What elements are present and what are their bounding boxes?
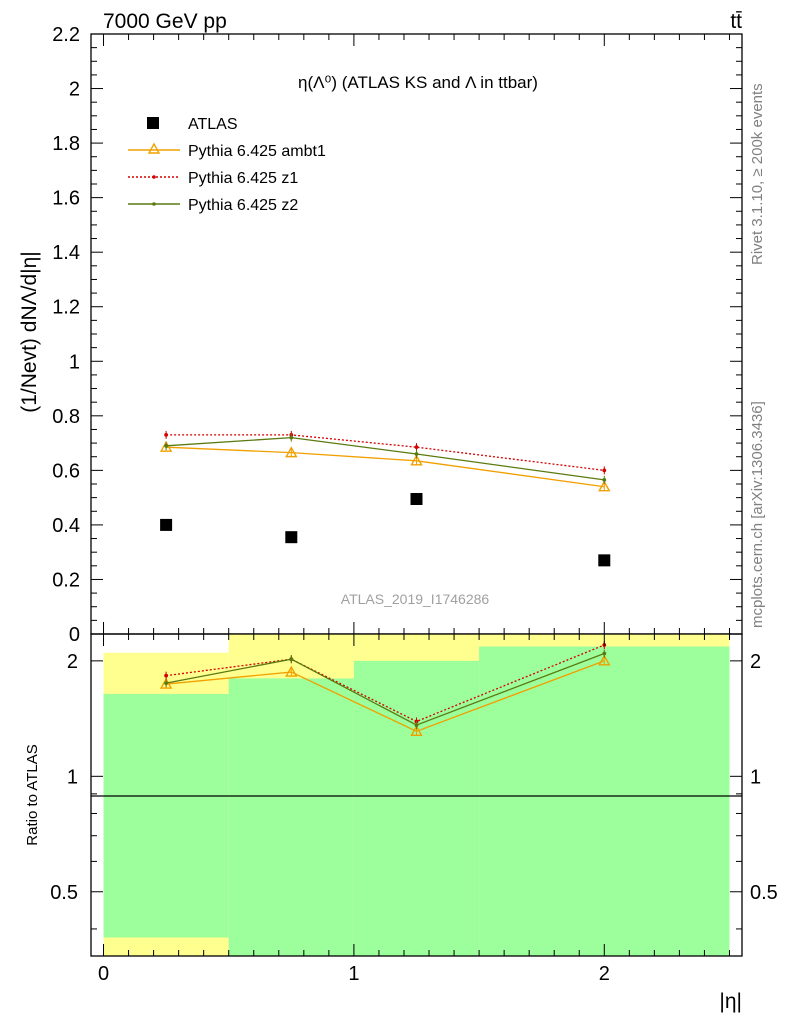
legend-label-ambt1: Pythia 6.425 ambt1 [188, 143, 326, 160]
ratio-band-green [103, 693, 229, 938]
ratio-band-green [228, 678, 354, 956]
ratio-z1-point [164, 673, 169, 678]
z1-data-point [602, 468, 607, 473]
main-y-tick-label: 2.2 [52, 24, 80, 46]
x-tick-label: 1 [348, 963, 359, 985]
process-label: tt̄ [730, 10, 742, 33]
ratio-ambt1-point [598, 654, 611, 666]
ratio-z2-point [164, 681, 169, 686]
legend-label-atlas: ATLAS [188, 116, 238, 133]
ratio-ambt1-point [285, 665, 298, 677]
ratio-ambt1-point [159, 677, 173, 689]
z1-data-point [164, 433, 169, 437]
main-y-tick-label: 2 [69, 79, 80, 101]
ratio-panel: 0.5 0.5 1 1 2 2 0 1 2 Ratio to ATLAS |η| [24, 633, 778, 1013]
main-y-tick-label: 1.4 [52, 242, 80, 264]
atlas-data-point [285, 531, 298, 544]
main-series-line-ambt1 [166, 446, 605, 488]
ambt1-data-point [410, 454, 423, 466]
ratio-y-tick-label-left: 1 [67, 766, 78, 788]
legend-marker-z1 [152, 175, 156, 179]
main-series-line-z2 [166, 436, 605, 481]
main-series-line-z1 [166, 434, 605, 472]
ratio-band-green [479, 646, 730, 956]
ratio-ambt1-point [410, 724, 423, 737]
ambt1-data-point [285, 446, 298, 458]
z2-data-point [602, 478, 607, 482]
atlas-data-point [598, 554, 611, 567]
legend: ATLAS Pythia 6.425 ambt1 Pythia 6.425 z1… [128, 116, 326, 214]
ratio-series-line-z2 [165, 652, 605, 726]
ratio-y-tick-label-left: 0.5 [50, 882, 78, 904]
main-y-tick-label: 0.6 [52, 460, 80, 482]
main-y-tick-label: 1 [69, 351, 80, 373]
energy-label: 7000 GeV pp [103, 10, 227, 33]
ratio-series-line-ambt1 [166, 660, 605, 733]
main-y-tick-label: 0 [69, 624, 80, 646]
z2-data-point [164, 443, 169, 448]
ratio-series-layer [159, 640, 611, 737]
ambt1-data-point [598, 480, 611, 492]
ratio-z2-point [414, 723, 419, 727]
atlas-data-point [410, 493, 423, 505]
main-axis-ticks: 0 0.2 0.4 0.6 0.8 1 1.2 1.4 1.6 1.8 2 2.2 [52, 24, 742, 646]
x-tick-label: 0 [98, 963, 109, 985]
ratio-y-tick-label-right: 2 [750, 651, 761, 673]
main-y-axis-label: (1/Nevt) dNΛ/d|η| [18, 251, 41, 413]
main-y-tick-label: 1.2 [52, 297, 80, 319]
legend-marker-atlas [147, 117, 159, 129]
z2-data-point [289, 435, 294, 440]
main-y-tick-label: 0.8 [52, 406, 80, 428]
ambt1-data-point [159, 440, 173, 452]
main-y-tick-label: 1.8 [52, 133, 80, 155]
legend-marker-z2 [152, 202, 156, 206]
ratio-y-tick-label-left: 2 [67, 651, 78, 673]
main-y-tick-label: 0.2 [52, 569, 80, 591]
main-panel: η(Λ⁰) (ATLAS KS and Λ in ttbar) ATLAS_20… [18, 24, 743, 646]
ratio-z2-point [289, 657, 294, 662]
z1-data-point [414, 445, 419, 450]
z2-data-point [414, 452, 419, 456]
mcplots-reference-text: mcplots.cern.ch [arXiv:1306.3436] [749, 401, 766, 628]
ratio-y-axis-label: Ratio to ATLAS [24, 744, 41, 845]
ratio-z2-point [602, 651, 607, 656]
ratio-band-green [353, 660, 480, 956]
x-axis-label: |η| [719, 990, 742, 1013]
legend-label-z2: Pythia 6.425 z2 [188, 197, 298, 214]
main-y-tick-label: 1.6 [52, 188, 80, 210]
main-y-tick-label: 0.4 [52, 515, 80, 537]
legend-marker-ambt1 [147, 142, 161, 154]
x-tick-label: 2 [599, 963, 610, 985]
rivet-version-text: Rivet 3.1.10, ≥ 200k events [749, 83, 766, 265]
ratio-series-line-z1 [166, 644, 605, 723]
ratio-plot-frame [90, 633, 743, 957]
ratio-y-tick-label-right: 0.5 [750, 882, 778, 904]
analysis-watermark: ATLAS_2019_I1746286 [341, 591, 490, 607]
main-plot-title: η(Λ⁰) (ATLAS KS and Λ in ttbar) [298, 73, 538, 92]
main-series-layer [159, 430, 611, 567]
legend-label-z1: Pythia 6.425 z1 [188, 170, 298, 187]
ratio-y-tick-label-right: 1 [750, 766, 761, 788]
ratio-uncertainty-bands [103, 634, 730, 956]
atlas-data-point [160, 518, 173, 531]
ratio-axis-ticks: 0.5 0.5 1 1 2 2 0 1 2 [50, 634, 778, 985]
